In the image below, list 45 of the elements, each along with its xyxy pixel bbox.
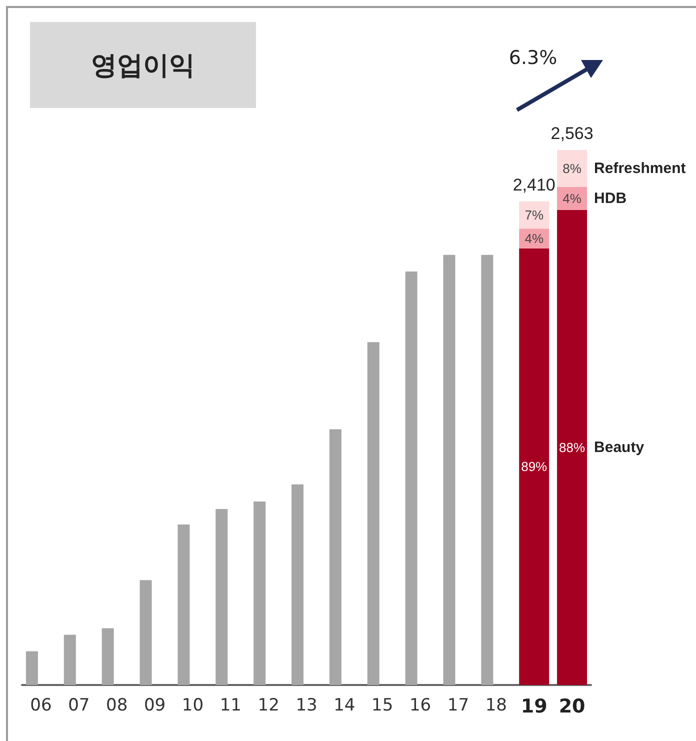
x-tick-label: 14 <box>334 696 356 716</box>
x-tick-label: 10 <box>182 696 204 716</box>
bar <box>481 254 494 685</box>
x-tick-label: 09 <box>144 696 166 716</box>
bar <box>292 484 304 685</box>
bar <box>26 651 38 685</box>
bar <box>557 150 588 187</box>
bar <box>519 201 550 229</box>
series-label: HDB <box>594 190 627 207</box>
x-tick-label: 17 <box>447 696 470 716</box>
x-tick-label: 13 <box>296 696 318 716</box>
annotation: 4% <box>524 231 544 246</box>
annotation: 88% <box>559 440 586 455</box>
annotation: 2,410 <box>512 175 556 194</box>
bar <box>329 429 342 685</box>
bar <box>254 501 266 685</box>
x-tick-label: 08 <box>106 696 128 716</box>
bar <box>519 248 550 685</box>
bar <box>557 210 588 685</box>
bar <box>216 508 228 685</box>
bar <box>443 254 456 685</box>
annotation: 7% <box>524 208 544 223</box>
bar <box>140 580 152 685</box>
x-tick-label: 15 <box>372 696 394 716</box>
series-label: Beauty <box>594 438 645 456</box>
bar <box>405 271 418 685</box>
x-tick-label: 18 <box>485 696 507 716</box>
annotation: 2,563 <box>550 124 594 143</box>
bar <box>367 342 380 685</box>
x-tick-label: 16 <box>409 696 432 716</box>
x-tick-label: 19 <box>520 696 548 718</box>
x-tick-label: 20 <box>558 696 586 718</box>
series-label: Refreshment <box>594 160 686 177</box>
text: 6.3% <box>508 47 558 69</box>
x-tick-label: 06 <box>30 696 52 716</box>
x-tick-label: 11 <box>220 696 242 716</box>
x-tick-label: 07 <box>68 696 90 716</box>
bar <box>64 634 76 685</box>
annotation: 4% <box>562 190 582 206</box>
bar <box>102 628 114 685</box>
annotation: 89% <box>521 459 548 474</box>
annotation: 8% <box>562 160 582 176</box>
chart-title: 영업이익 <box>30 22 256 108</box>
x-tick-label: 12 <box>258 696 280 716</box>
bar <box>178 524 190 685</box>
